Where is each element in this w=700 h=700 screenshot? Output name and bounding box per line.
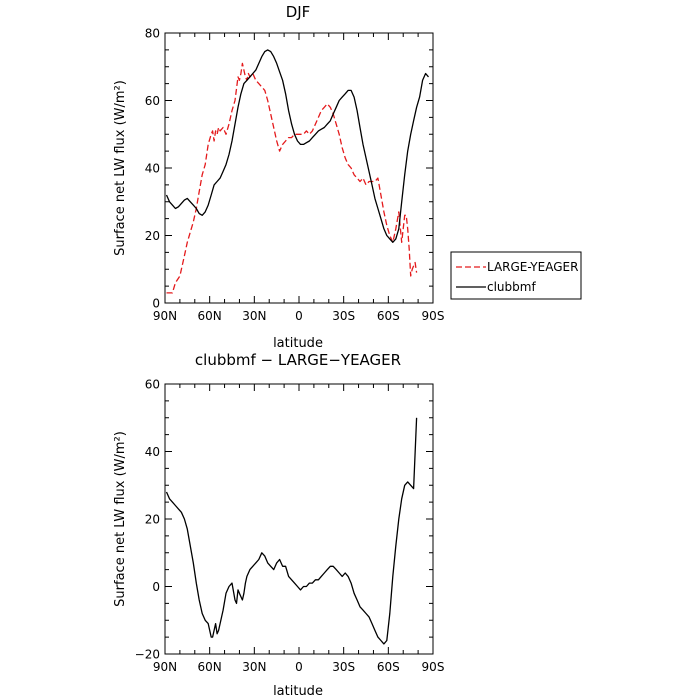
chart-top-xlabel: latitude [273,336,323,351]
x-tick-label: 0 [295,660,303,674]
chart-top-ylabel: Surface net LW flux (W/m²) [113,80,128,256]
chart-top-title: DJF [286,3,311,21]
chart-top-frame [164,32,434,304]
x-tick-label: 30N [242,660,266,674]
x-tick-label: 30S [332,660,355,674]
chart-bottom-ticks: 90N 60N 30N 0 30S 60S 90S −20 0 20 40 60 [135,378,445,675]
chart-bottom-frame [164,383,434,655]
legend-box [450,251,582,300]
y-tick-label: 0 [152,297,160,311]
chart-bottom-title: clubbmf − LARGE−YEAGER [195,351,401,369]
series-line-difference [165,417,418,645]
chart-top-legend: LARGE-YEAGER clubbmf [450,251,582,300]
chart-bottom-ylabel: Surface net LW flux (W/m²) [113,431,128,607]
y-tick-label: 60 [145,94,160,108]
chart-bottom: clubbmf − LARGE−YEAGER 90N 60N 30N 0 30S 60S 9… [113,351,444,699]
y-tick-label: 40 [145,445,160,459]
x-tick-label: 60N [198,660,222,674]
y-tick-label: 60 [145,378,160,392]
x-tick-label: 90N [153,660,177,674]
x-tick-label: 90S [422,660,445,674]
legend-label-clubbmf: clubbmf [487,280,536,294]
x-tick-label: 30N [242,309,266,323]
chart-bottom-lines [165,417,418,645]
x-tick-label: 0 [295,309,303,323]
x-tick-label: 30S [332,309,355,323]
y-tick-label: 20 [145,229,160,243]
series-line-clubbmf [165,49,429,243]
chart-top-lines [165,49,429,294]
series-line-large-yeager [166,62,418,294]
x-tick-label: 90N [153,309,177,323]
chart-bottom-xlabel: latitude [273,684,323,699]
y-tick-label: 80 [145,27,160,41]
chart-top-ticks: 90N 60N 30N 0 30S 60S 90S 0 20 40 60 80 [145,27,445,324]
x-tick-label: 60N [198,309,222,323]
legend-label-large-yeager: LARGE-YEAGER [487,260,578,274]
y-tick-label: 40 [145,162,160,176]
x-tick-label: 60S [377,660,400,674]
x-tick-label: 90S [422,309,445,323]
y-tick-label: 20 [145,513,160,527]
chart-top: DJF 90N 60N 30N 0 30S 60S 90S 0 20 40 60 80 latitud… [113,3,582,351]
y-tick-label: −20 [135,648,160,662]
x-tick-label: 60S [377,309,400,323]
y-tick-label: 0 [152,580,160,594]
